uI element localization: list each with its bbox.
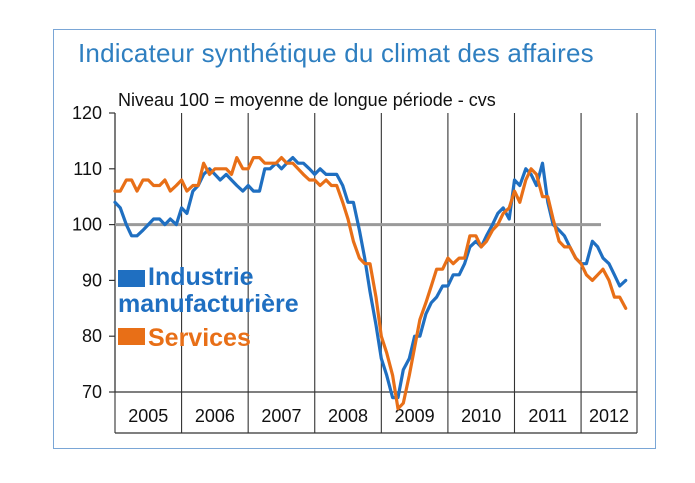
chart-title: Indicateur synthétique du climat des aff… [78,38,594,68]
legend-swatch-services [118,328,145,345]
y-tick-label: 100 [72,215,102,235]
y-tick-label: 110 [73,159,102,179]
series-line-services [113,156,628,411]
series-layer [113,156,628,411]
chart-frame [53,29,656,449]
x-tick-label: 2005 [128,406,168,426]
x-tick-label: 2008 [328,406,368,426]
x-tick-label: 2010 [461,406,501,426]
x-tick-label: 2011 [528,406,567,426]
x-tick-label: 2007 [261,406,301,426]
y-tick-label: 120 [72,103,102,123]
legend-label-industrie-line1: Industrie [148,263,254,291]
chart-subtitle: Niveau 100 = moyenne de longue période -… [118,90,496,110]
y-tick-label: 70 [82,382,102,402]
x-tick-label: 2006 [195,406,235,426]
legend-label-services: Services [148,324,251,352]
legend-label-industrie-line2: manufacturière [118,290,299,318]
x-tick-label: 2012 [589,406,629,426]
axes: 70 80 90 100 110 120 2005 2006 2007 2008 2009 2010 2… [72,103,638,434]
y-tick-label: 80 [82,326,102,346]
x-tick-label: 2009 [395,406,435,426]
legend-swatch-industrie [118,270,145,287]
y-tick-label: 90 [82,270,102,290]
